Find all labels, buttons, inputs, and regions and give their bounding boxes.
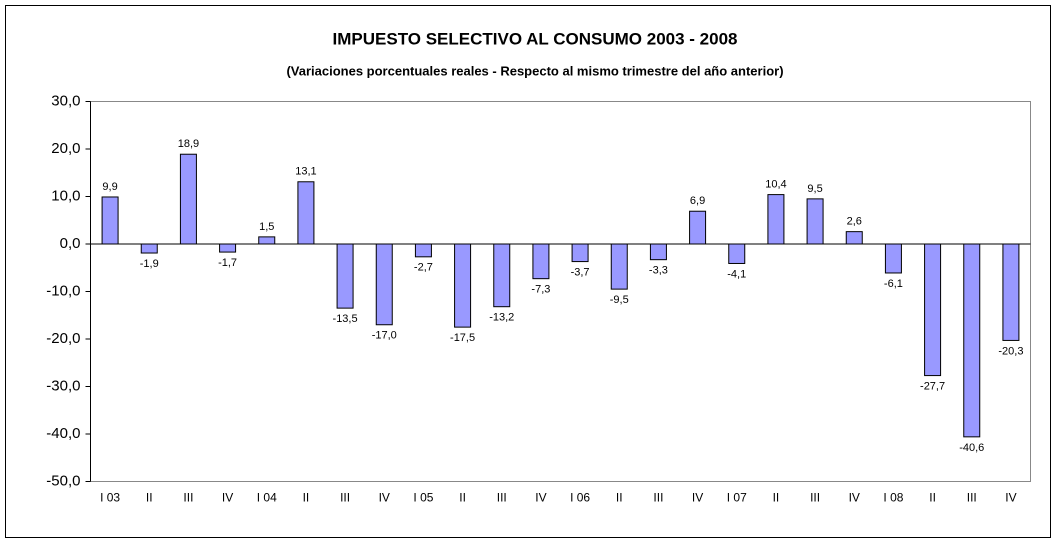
- bar: [845, 231, 863, 245]
- x-tick-label: II: [459, 491, 466, 505]
- x-tick-label: III: [340, 491, 350, 505]
- x-tick-label: II: [303, 491, 310, 505]
- bar: [806, 198, 824, 245]
- bar: [140, 243, 158, 254]
- value-label: 18,9: [178, 138, 199, 150]
- bar: [767, 194, 785, 245]
- x-tick-label: I 05: [413, 491, 433, 505]
- bar: [101, 196, 119, 245]
- bar: [454, 243, 472, 328]
- value-label: -3,3: [649, 265, 668, 277]
- bar: [728, 243, 746, 264]
- value-label: -2,7: [414, 262, 433, 274]
- bar: [219, 243, 237, 253]
- bar: [1002, 243, 1020, 341]
- x-tick-label: I 06: [570, 491, 590, 505]
- x-tick-label: I 07: [727, 491, 747, 505]
- value-label: -17,5: [450, 332, 475, 344]
- value-label: -20,3: [998, 345, 1023, 357]
- y-tick-label: 0,0: [60, 235, 81, 252]
- bar: [493, 243, 511, 308]
- x-tick-label: II: [616, 491, 623, 505]
- bar: [258, 236, 276, 245]
- x-tick-label: II: [929, 491, 936, 505]
- y-tick-label: -50,0: [46, 472, 80, 489]
- x-tick-label: III: [497, 491, 507, 505]
- x-tick-label: III: [967, 491, 977, 505]
- x-tick-label: IV: [535, 491, 546, 505]
- value-label: -1,7: [218, 257, 237, 269]
- value-label: -9,5: [610, 294, 629, 306]
- x-tick-label: IV: [849, 491, 860, 505]
- chart-title: IMPUESTO SELECTIVO AL CONSUMO 2003 - 200…: [333, 29, 738, 48]
- value-label: 6,9: [690, 195, 705, 207]
- chart-subtitle: (Variaciones porcentuales reales - Respe…: [286, 63, 783, 78]
- value-label: -13,2: [489, 312, 514, 324]
- bar: [571, 243, 589, 263]
- value-label: -7,3: [531, 284, 550, 296]
- value-label: -6,1: [884, 278, 903, 290]
- x-tick-label: IV: [1005, 491, 1016, 505]
- y-tick-label: -30,0: [46, 377, 80, 394]
- y-tick-label: -40,0: [46, 425, 80, 442]
- bar: [179, 153, 197, 245]
- value-label: 1,5: [259, 221, 274, 233]
- chart-border: [5, 5, 1051, 538]
- x-tick-label: II: [773, 491, 780, 505]
- value-label: -1,9: [140, 258, 159, 270]
- value-label: -4,1: [727, 268, 746, 280]
- bar: [532, 243, 550, 280]
- y-tick-label: -10,0: [46, 282, 80, 299]
- x-tick-label: I 08: [883, 491, 903, 505]
- x-tick-label: III: [810, 491, 820, 505]
- bar: [375, 243, 393, 326]
- bar: [610, 243, 628, 290]
- x-tick-label: III: [183, 491, 193, 505]
- x-tick-label: I 04: [257, 491, 277, 505]
- x-tick-label: IV: [222, 491, 233, 505]
- value-label: -13,5: [333, 313, 358, 325]
- y-tick-label: 30,0: [51, 92, 80, 109]
- value-label: 9,9: [102, 181, 117, 193]
- bar: [924, 243, 942, 377]
- x-tick-label: I 03: [100, 491, 120, 505]
- value-label: 10,4: [765, 179, 786, 191]
- x-tick-label: III: [653, 491, 663, 505]
- value-label: 2,6: [847, 216, 862, 228]
- bar: [884, 243, 902, 274]
- y-tick-label: 10,0: [51, 187, 80, 204]
- value-label: 9,5: [807, 183, 822, 195]
- value-label: -17,0: [372, 330, 397, 342]
- y-tick-label: -20,0: [46, 330, 80, 347]
- bar: [963, 243, 981, 438]
- value-label: -27,7: [920, 380, 945, 392]
- value-label: -40,6: [959, 442, 984, 454]
- y-tick-label: 20,0: [51, 140, 80, 157]
- bar: [649, 243, 667, 261]
- bar: [297, 181, 315, 245]
- x-tick-label: II: [146, 491, 153, 505]
- bar: [689, 210, 707, 245]
- x-tick-label: IV: [692, 491, 703, 505]
- bar: [414, 243, 432, 258]
- value-label: 13,1: [295, 166, 316, 178]
- value-label: -3,7: [571, 266, 590, 278]
- x-tick-label: IV: [379, 491, 390, 505]
- bar: [336, 243, 354, 309]
